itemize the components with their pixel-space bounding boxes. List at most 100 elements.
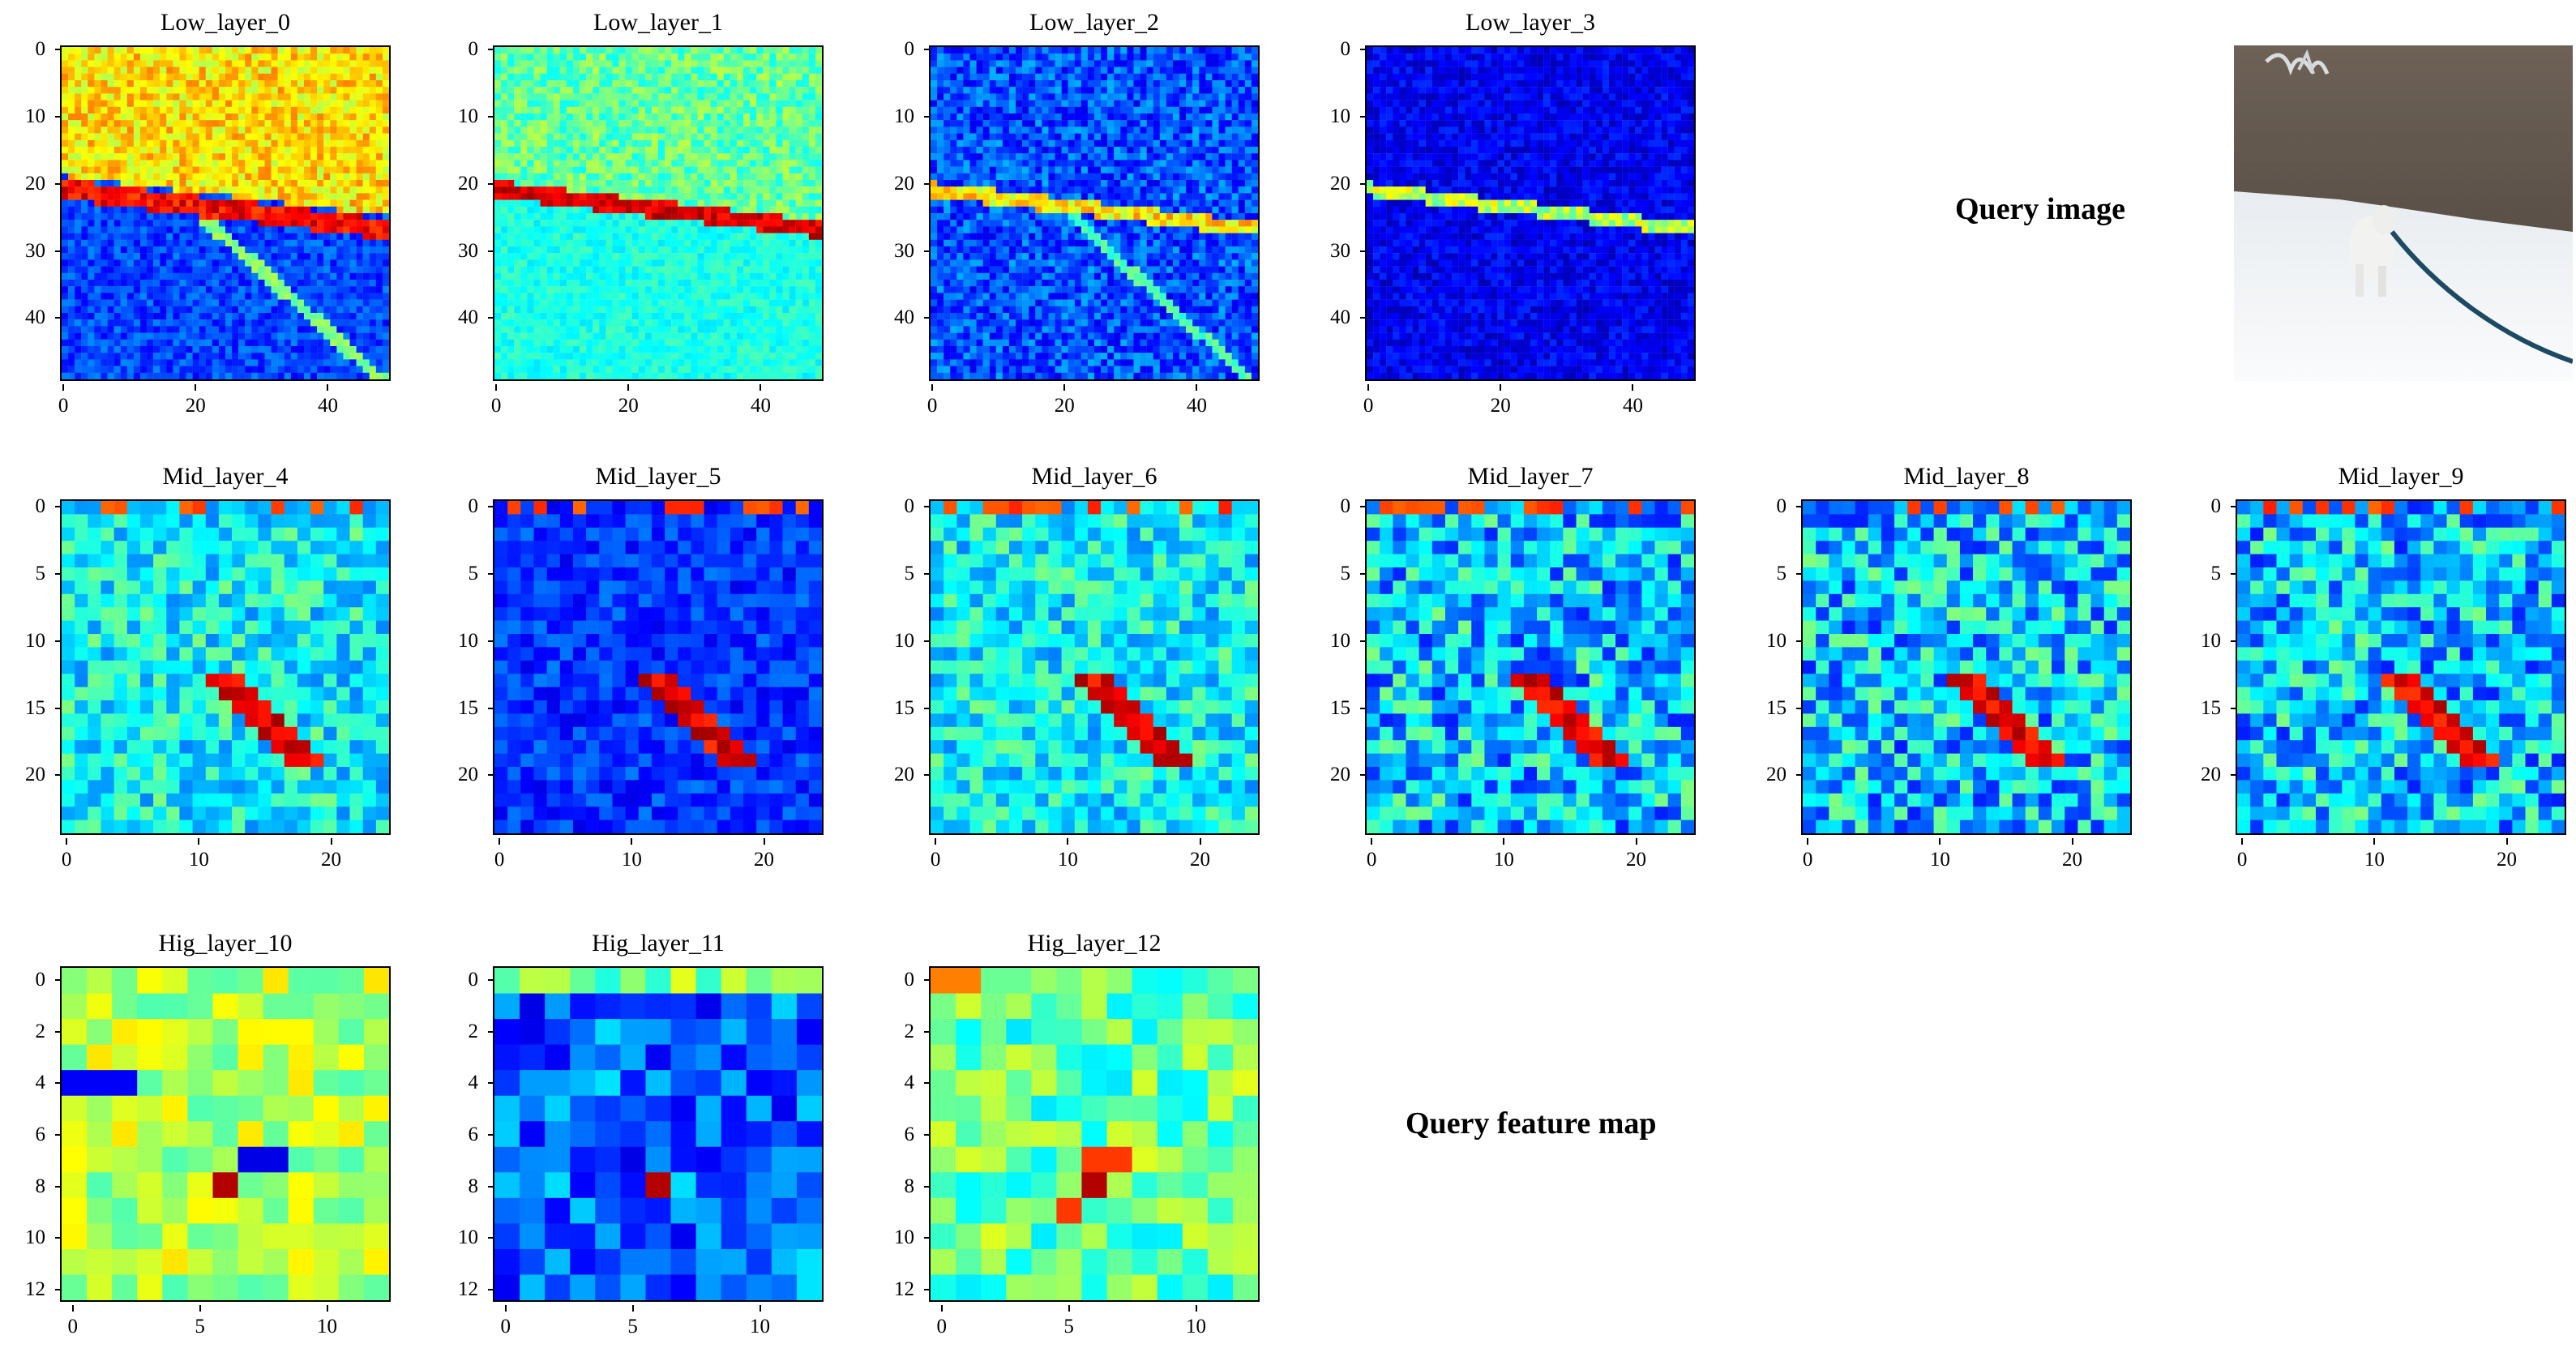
- heatmap-cell: [68, 353, 75, 360]
- heatmap-cell: [192, 193, 199, 200]
- heatmap-cell: [62, 372, 69, 379]
- heatmap-cell: [258, 326, 265, 333]
- heatmap-cell: [658, 220, 665, 227]
- heatmap-cell: [808, 293, 816, 300]
- heatmap-cell: [310, 166, 318, 173]
- heatmap-cell: [290, 326, 298, 333]
- heatmap-cell: [179, 246, 186, 254]
- heatmap-cell: [671, 133, 678, 140]
- heatmap-cell: [160, 259, 167, 267]
- heatmap-cell: [139, 199, 148, 207]
- heatmap-cell: [808, 160, 816, 167]
- heatmap-cell: [769, 332, 777, 340]
- heatmap-cell: [533, 332, 541, 340]
- heatmap-cell: [553, 80, 560, 88]
- heatmap-cell: [520, 233, 528, 240]
- heatmap-cell: [546, 253, 554, 260]
- heatmap-cell: [225, 299, 233, 306]
- heatmap-cell: [218, 153, 226, 160]
- heatmap-cell: [520, 253, 528, 260]
- heatmap-cell: [527, 120, 534, 127]
- heatmap-cell: [317, 226, 324, 233]
- heatmap-cell: [612, 93, 619, 101]
- heatmap-cell: [375, 93, 383, 101]
- heatmap-cell: [697, 139, 704, 148]
- heatmap-cell: [160, 299, 167, 306]
- heatmap-cell: [147, 299, 154, 306]
- heatmap-cell: [107, 80, 114, 88]
- heatmap-cell: [251, 319, 259, 327]
- heatmap-cell: [382, 319, 389, 327]
- heatmap-cell: [651, 239, 659, 247]
- heatmap-cell: [691, 66, 698, 74]
- heatmap-cell: [349, 180, 357, 187]
- heatmap-cell: [638, 100, 646, 107]
- heatmap-cell: [697, 120, 704, 127]
- heatmap-cell: [691, 126, 698, 134]
- heatmap-cell: [795, 199, 802, 207]
- heatmap-cell: [336, 213, 344, 220]
- heatmap-cell: [638, 173, 646, 181]
- heatmap-cell: [356, 226, 363, 233]
- heatmap-cell: [658, 299, 665, 306]
- heatmap-cell: [88, 73, 95, 81]
- heatmap-cell: [284, 166, 291, 173]
- heatmap-cell: [277, 306, 285, 314]
- heatmap-cell: [723, 246, 731, 254]
- heatmap-cell: [362, 73, 370, 81]
- heatmap-cell: [730, 147, 738, 154]
- heatmap-cell: [113, 359, 121, 366]
- heatmap-cell: [343, 173, 350, 181]
- heatmap-cell: [795, 253, 802, 260]
- heatmap-cell: [540, 239, 547, 247]
- heatmap-cell: [251, 180, 259, 187]
- heatmap-cell: [808, 306, 816, 314]
- heatmap-cell: [199, 213, 206, 220]
- heatmap-cell: [763, 180, 770, 187]
- heatmap-cell: [356, 147, 363, 154]
- heatmap-cell: [245, 332, 252, 340]
- heatmap-cell: [815, 233, 822, 240]
- heatmap-cell: [166, 153, 173, 160]
- heatmap-cell: [782, 233, 789, 240]
- heatmap-cell: [750, 326, 757, 333]
- heatmap-cell: [323, 239, 331, 247]
- heatmap-cell: [671, 306, 678, 314]
- heatmap-cell: [147, 180, 154, 187]
- heatmap-cell: [808, 233, 816, 240]
- heatmap-cell: [277, 87, 285, 94]
- heatmap-cell: [323, 180, 331, 187]
- heatmap-cell: [599, 93, 606, 101]
- heatmap-cell: [520, 180, 528, 187]
- heatmap-cell: [173, 147, 180, 154]
- heatmap-cell: [139, 193, 148, 200]
- heatmap-cell: [199, 66, 206, 74]
- heatmap-cell: [336, 280, 344, 287]
- heatmap-cell: [520, 353, 528, 360]
- heatmap-cell: [691, 199, 698, 207]
- heatmap-cell: [166, 313, 173, 320]
- heatmap-cell: [605, 246, 613, 254]
- heatmap-cell: [120, 313, 127, 320]
- heatmap-cell: [514, 173, 521, 181]
- heatmap-cell: [644, 226, 653, 233]
- heatmap-cell: [186, 80, 193, 88]
- heatmap-cell: [173, 353, 180, 360]
- heatmap-cell: [245, 353, 252, 360]
- heatmap-cell: [232, 193, 239, 200]
- heatmap-cell: [238, 239, 246, 247]
- heatmap-cell: [264, 226, 272, 233]
- heatmap-cell: [586, 53, 593, 61]
- heatmap-cell: [120, 153, 127, 160]
- heatmap-cell: [638, 372, 646, 379]
- heatmap-cell: [625, 126, 632, 134]
- heatmap-cell: [625, 239, 632, 247]
- heatmap-cell: [277, 233, 285, 240]
- heatmap-cell: [671, 346, 678, 353]
- heatmap-cell: [593, 139, 600, 148]
- heatmap-cell: [795, 186, 802, 194]
- heatmap-cell: [769, 153, 777, 160]
- heatmap-cell: [218, 199, 226, 207]
- heatmap-cell: [612, 100, 619, 107]
- heatmap-cell: [251, 272, 259, 280]
